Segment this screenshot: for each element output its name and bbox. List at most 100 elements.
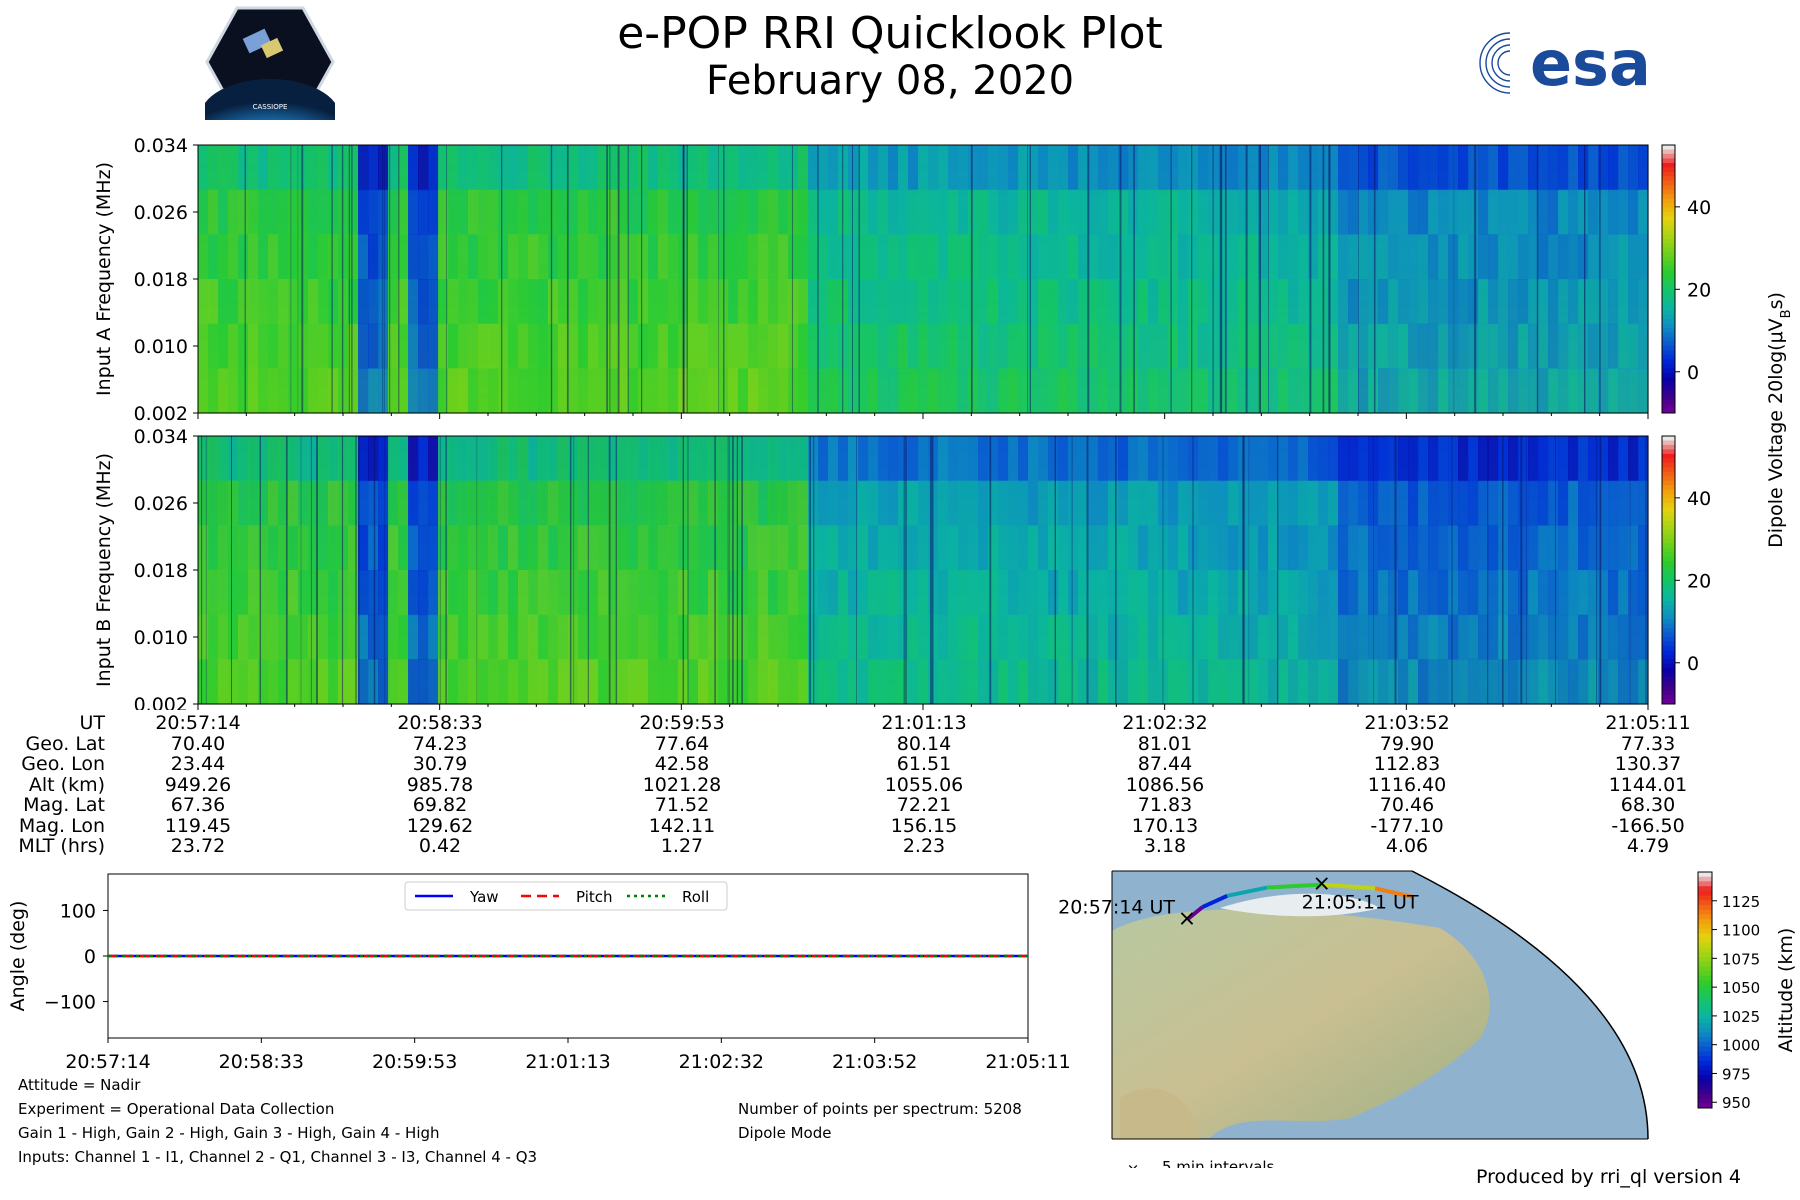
colorbar-b-segment (1662, 695, 1675, 701)
spectrogram-a-cell (638, 279, 649, 325)
spectrogram-b-cell (558, 570, 569, 616)
spectrogram-b-cell (648, 525, 659, 571)
spectrogram-b-cell (458, 659, 469, 705)
spectrogram-a-cell (1498, 279, 1509, 325)
colorbar-b-tick-label: 40 (1687, 488, 1711, 510)
spectrogram-a-cell (1398, 234, 1409, 280)
spectrogram-b-cell (1268, 480, 1279, 526)
spectrogram-a-cell (298, 234, 309, 280)
spectrogram-a-cell (1538, 189, 1549, 235)
spectrogram-b-cell (208, 436, 219, 482)
note-gains: Gain 1 - High, Gain 2 - High, Gain 3 - H… (18, 1124, 440, 1142)
colorbar-b-segment (1662, 587, 1675, 593)
spectrogram-a-cell (648, 368, 659, 414)
spectrogram-b-cell (398, 525, 409, 571)
spectrogram-b-cell (858, 436, 869, 482)
spectrogram-b-cell (1458, 614, 1469, 660)
spectrogram-a-cell (1328, 368, 1339, 414)
spectrogram-a-cell (988, 145, 999, 191)
spectrogram-b-cell (478, 659, 489, 705)
spectrogram-a-cell (1228, 189, 1239, 235)
spectrogram-b-cell (1318, 614, 1329, 660)
spectrogram-a-cell (828, 145, 839, 191)
altitude-colorbar-segment (1698, 1023, 1712, 1029)
spectrogram-b-cell (238, 659, 249, 705)
spectrogram-a-cell (608, 145, 619, 191)
spectrogram-a-cell (1628, 279, 1639, 325)
colorbar-b-segment (1662, 471, 1675, 477)
spectrogram-a-cell (878, 323, 889, 369)
ephemeris-value: 77.33 (1620, 732, 1676, 755)
spectrogram-a-cell (1368, 279, 1379, 325)
spectrogram-b-cell (378, 480, 389, 526)
spectrogram-b-cell (1118, 436, 1129, 482)
altitude-colorbar-tick-label: 975 (1722, 1065, 1751, 1083)
spectrogram-a-cell (1638, 234, 1649, 280)
spectrogram-b-cell (1578, 614, 1589, 660)
spectrogram-b-cell (388, 480, 399, 526)
spectrogram-a-cell (948, 323, 959, 369)
colorbar-a-segment (1662, 323, 1675, 329)
spectrogram-a-cell (218, 323, 229, 369)
altitude-colorbar-segment (1698, 961, 1712, 967)
spectrogram-a-cell (458, 189, 469, 235)
ephemeris-value: 2.23 (902, 835, 946, 857)
spectrogram-b-cell (1398, 570, 1409, 616)
spectrogram-b-cell (1428, 436, 1439, 482)
colorbar-a-segment (1662, 216, 1675, 222)
spectrogram-b-cell (1398, 480, 1409, 526)
colorbar-b-segment (1662, 498, 1675, 504)
spectrogram-a-cell (788, 323, 799, 369)
spectrogram-a-cell (478, 368, 489, 414)
ephemeris-value: 30.79 (412, 753, 468, 775)
spectrogram-b-cell (998, 480, 1009, 526)
spectrogram-a-cell (818, 145, 829, 191)
spectrogram-b-cell (778, 614, 789, 660)
spectrogram-a-cell (1608, 145, 1619, 191)
spectrogram-a-cell (1168, 279, 1179, 325)
spectrogram-b-cell (478, 436, 489, 482)
page-title: e-POP RRI Quicklook Plot (617, 8, 1163, 59)
attitude-xtick-label: 21:02:32 (679, 1051, 764, 1073)
spectrogram-a-cell (1348, 189, 1359, 235)
spectrogram-b-cell (908, 525, 919, 571)
spectrogram-b-cell (1258, 570, 1269, 616)
spectrogram-b-cell (1388, 480, 1399, 526)
ephemeris-label: Mag. Lon (18, 814, 105, 837)
spectrogram-b-cell (858, 614, 869, 660)
spectrogram-a-cell (198, 234, 209, 280)
ephemeris-value: 72.21 (896, 794, 952, 816)
spectrogram-a-cell (1408, 323, 1419, 369)
spectrogram-a-cell (1068, 234, 1079, 280)
spectrogram-b-cell (748, 570, 759, 616)
spectrogram-a-cell (578, 234, 589, 280)
spectrogram-b-cell (628, 436, 639, 482)
spectrogram-a-cell (558, 368, 569, 414)
colorbar-a-segment (1662, 279, 1675, 284)
spectrogram-a-cell (1438, 368, 1449, 414)
spectrogram-a-cell (788, 189, 799, 235)
spectrogram-b-cell (888, 436, 899, 482)
colorbar-a-segment (1662, 162, 1675, 168)
spectrogram-b-cell (1288, 480, 1299, 526)
spectrogram-a-cell (1198, 368, 1209, 414)
ephemeris-value: 21:03:52 (1364, 712, 1450, 734)
spectrogram-b-cell (1258, 480, 1269, 526)
spectrogram-a-cell (1498, 189, 1509, 235)
spectrogram-a-cell (428, 234, 439, 280)
spectrogram-b-cell (448, 659, 459, 705)
spectrogram-a-cell (418, 145, 429, 191)
spectrogram-b-cell (1098, 659, 1109, 705)
ephemeris-value: 985.78 (406, 773, 474, 796)
altitude-colorbar-frame (1697, 871, 1713, 1109)
spectrogram-a-cell (988, 368, 999, 414)
spectrogram-b-cell (798, 659, 809, 705)
colorbar-a-segment (1662, 301, 1675, 307)
spectrogram-a-cell (908, 234, 919, 280)
spectrogram-b-cell (768, 525, 779, 571)
spectrogram-b-cell (488, 659, 499, 705)
colorbar-b-segment (1662, 543, 1675, 549)
spectrogram-a-cell (1558, 279, 1569, 325)
spectrogram-b-cell (888, 525, 899, 571)
spectrogram-b-cell (658, 436, 669, 482)
